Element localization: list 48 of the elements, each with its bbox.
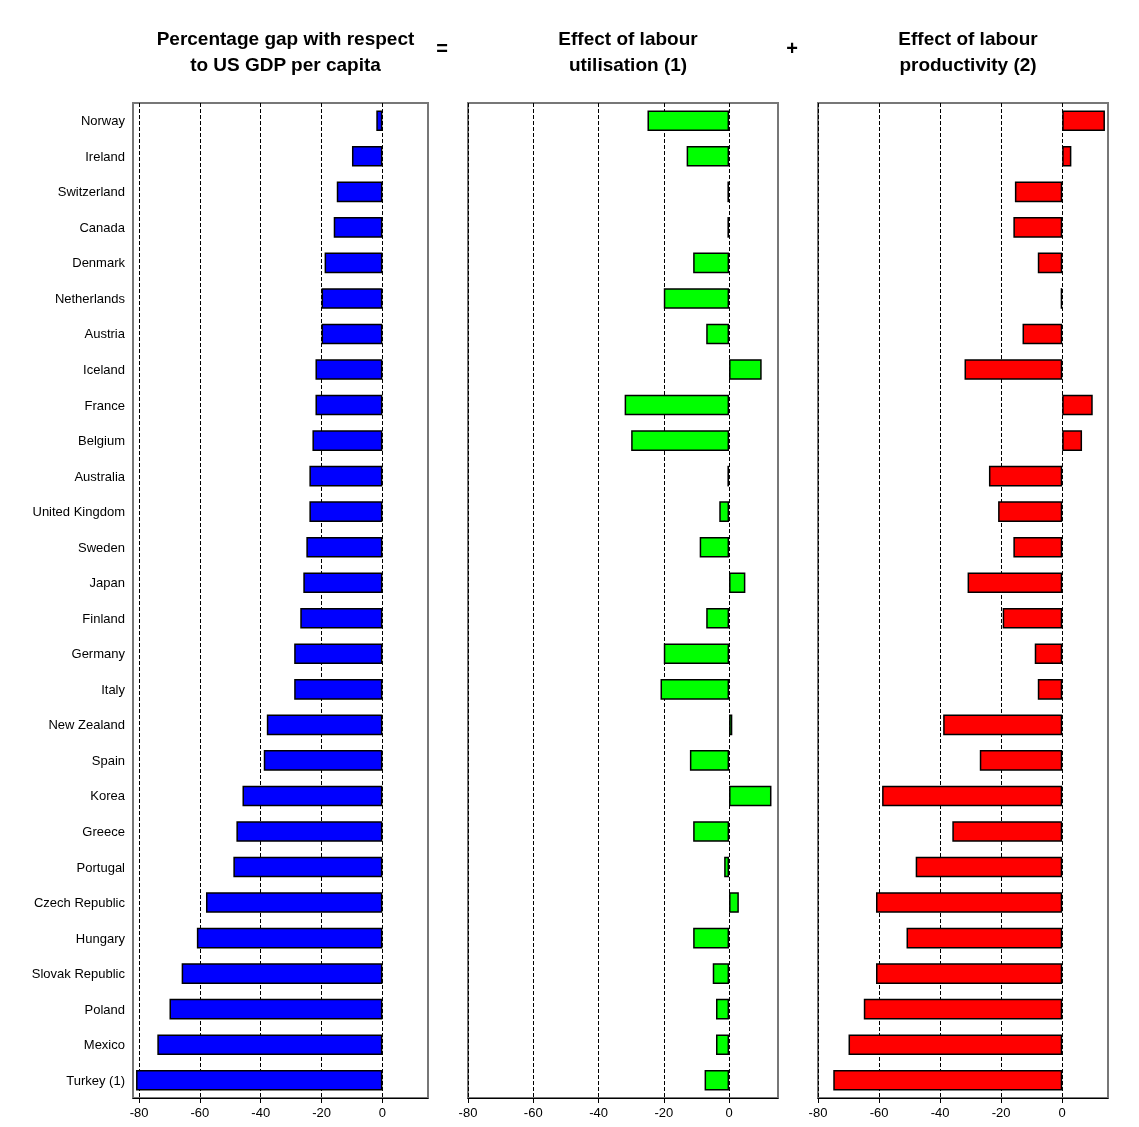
y-tick-label: Ireland — [85, 148, 125, 164]
x-tick-label: -20 — [991, 1105, 1011, 1120]
x-tick-label: -80 — [458, 1105, 478, 1120]
x-tick-label: -20 — [654, 1105, 674, 1120]
y-tick-label: Hungary — [75, 930, 126, 946]
y-tick-label: Italy — [101, 681, 126, 697]
y-tick-label: Belgium — [78, 433, 125, 449]
y-tick-label: Poland — [84, 1001, 125, 1017]
y-tick-label: Korea — [90, 788, 126, 804]
y-tick-label: Netherlands — [54, 290, 126, 306]
x-tick-label: -40 — [251, 1105, 271, 1120]
y-tick-label: Finland — [82, 610, 125, 626]
y-tick-label: Norway — [80, 113, 126, 129]
chart-title: Percentage gap with respect to US GDP per capita — [156, 27, 415, 75]
x-tick-label: 0 — [1058, 1105, 1066, 1120]
y-tick-label: Czech Republic — [33, 895, 126, 911]
y-tick-label: New Zealand — [48, 717, 125, 733]
x-tick-label: -60 — [523, 1105, 543, 1120]
y-tick-label: Spain — [91, 752, 125, 768]
y-tick-label: Iceland — [83, 362, 125, 378]
y-tick-label: Japan — [89, 575, 125, 591]
y-tick-label: Turkey (1) — [66, 1072, 125, 1088]
x-tick-label: -40 — [589, 1105, 608, 1120]
x-tick-label: -40 — [930, 1105, 950, 1120]
chart-title: Effect of labour productivity (2) — [898, 27, 1039, 75]
y-tick-label: Denmark — [72, 255, 126, 271]
text: = — [436, 37, 449, 59]
y-tick-label: Portugal — [76, 859, 126, 875]
y-tick-label: Greece — [82, 823, 125, 839]
x-tick-label: -20 — [312, 1105, 331, 1120]
x-tick-label: -60 — [869, 1105, 889, 1120]
y-tick-label: Slovak Republic — [31, 966, 126, 982]
x-tick-label: -80 — [808, 1105, 828, 1120]
y-tick-label: Sweden — [78, 539, 125, 555]
x-tick-label: 0 — [378, 1105, 386, 1120]
y-tick-label: Germany — [71, 646, 126, 662]
x-tick-label: -80 — [129, 1105, 149, 1120]
y-tick-label: Mexico — [83, 1037, 125, 1053]
x-tick-label: 0 — [725, 1105, 733, 1120]
y-tick-label: Canada — [79, 219, 126, 235]
chart-title: Effect of labour utilisation (1) — [558, 27, 699, 75]
y-tick-label: France — [84, 397, 125, 413]
y-tick-label: Australia — [74, 468, 126, 484]
y-tick-label: United Kingdom — [32, 504, 125, 520]
text: + — [786, 37, 799, 59]
y-tick-label: Austria — [84, 326, 126, 342]
x-tick-label: -60 — [190, 1105, 210, 1120]
y-tick-label: Switzerland — [57, 184, 125, 200]
